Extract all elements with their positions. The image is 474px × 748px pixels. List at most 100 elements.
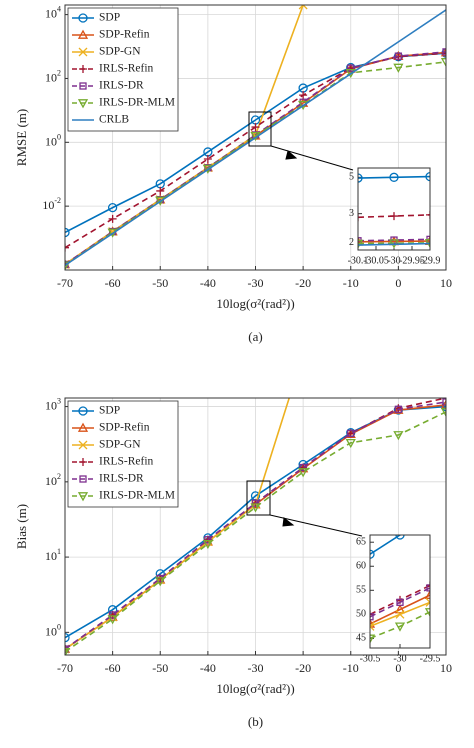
y-tick-label: 102 <box>45 472 61 488</box>
series-line <box>65 61 446 266</box>
x-tick-label: -30.1 <box>348 255 369 266</box>
marker <box>394 604 406 614</box>
marker <box>250 503 261 513</box>
y-axis-label: Bias (m) <box>14 504 29 549</box>
x-tick-label: -50 <box>152 276 168 290</box>
legend-marker <box>79 65 87 73</box>
axes-frame <box>357 167 431 251</box>
legend-label: SDP <box>99 405 120 417</box>
y-tick-label: 103 <box>45 396 61 412</box>
legend-label: SDP-Refin <box>99 422 150 434</box>
marker <box>347 429 355 438</box>
marker <box>441 401 446 412</box>
marker <box>396 598 404 606</box>
y-tick-label: 3 <box>349 208 354 219</box>
marker <box>424 608 430 618</box>
legend-label: SDP <box>99 12 120 24</box>
x-tick-label: -60 <box>105 661 121 675</box>
y-tick-label: 50 <box>356 609 366 620</box>
zoom-indicator <box>246 480 363 537</box>
x-tick-label: -29.95 <box>399 255 425 266</box>
marker <box>425 597 430 607</box>
marker <box>358 239 364 249</box>
axes-frame <box>64 397 447 656</box>
marker <box>345 438 356 449</box>
series-line <box>358 214 430 219</box>
marker <box>370 621 375 631</box>
series-line <box>370 611 430 640</box>
zoom-indicator <box>248 111 354 171</box>
marker <box>298 468 309 478</box>
x-tick-label: -60 <box>105 276 121 290</box>
marker <box>204 536 212 544</box>
y-tick-label: 2 <box>349 237 354 248</box>
marker <box>299 350 307 358</box>
legend-marker <box>79 82 87 90</box>
series-layer <box>370 535 430 644</box>
legend-label: SDP-GN <box>99 439 141 451</box>
x-tick-label: -70 <box>57 276 73 290</box>
x-tick-label: -30.5 <box>360 653 381 664</box>
x-tick-label: -30.05 <box>363 255 389 266</box>
series-line <box>370 594 430 625</box>
marker <box>156 186 165 195</box>
legend-label: IRLS-DR <box>99 80 144 92</box>
legend-marker <box>78 440 88 450</box>
x-tick-label: -70 <box>57 661 73 675</box>
legend-label: IRLS-Refin <box>99 63 154 75</box>
marker <box>203 154 212 163</box>
marker <box>358 173 363 183</box>
axes-frame <box>64 4 447 271</box>
y-tick-label: 100 <box>45 622 61 638</box>
marker <box>107 202 118 213</box>
marker <box>65 227 70 238</box>
x-tick-label: 0 <box>395 661 401 675</box>
series-line <box>358 242 430 246</box>
legend-marker <box>77 492 89 502</box>
series-line <box>65 401 446 650</box>
y-tick-label: 5 <box>349 172 354 183</box>
legend-label: CRLB <box>99 114 129 126</box>
series-line <box>65 9 446 267</box>
x-tick-label: -29.5 <box>420 653 441 664</box>
marker <box>108 214 117 223</box>
legend-marker <box>79 475 87 483</box>
x-tick-label: -30 <box>393 653 406 664</box>
legend-marker <box>77 422 89 432</box>
marker <box>425 171 430 182</box>
marker <box>393 63 404 73</box>
series-line <box>358 175 430 179</box>
legend-label: SDP-Refin <box>99 29 150 41</box>
series-line <box>65 398 291 650</box>
marker <box>390 212 398 221</box>
legend-marker <box>78 47 88 57</box>
legend-marker <box>78 13 88 23</box>
series-line <box>370 587 430 618</box>
x-tick-label: -20 <box>295 276 311 290</box>
series-layer <box>65 350 446 655</box>
legend-label: IRLS-Refin <box>99 456 154 468</box>
y-tick-label: 100 <box>45 132 61 148</box>
marker <box>395 535 405 540</box>
y-tick-label: 45 <box>356 633 366 644</box>
marker <box>298 5 308 10</box>
y-axis-label: RMSE (m) <box>14 109 29 166</box>
legend-label: IRLS-DR-MLM <box>99 97 175 109</box>
marker <box>395 609 405 619</box>
legend-marker <box>77 29 89 39</box>
marker <box>442 398 446 406</box>
marker <box>393 431 404 441</box>
x-tick-label: -20 <box>295 661 311 675</box>
legend-label: IRLS-DR <box>99 473 144 485</box>
marker <box>426 210 430 219</box>
x-tick-label: -40 <box>200 276 216 290</box>
y-tick-label: 65 <box>356 537 366 548</box>
legend-label: SDP-GN <box>99 46 141 58</box>
marker <box>389 172 399 182</box>
y-tick-label: 104 <box>45 4 61 20</box>
marker <box>358 213 362 222</box>
x-tick-label: -40 <box>200 661 216 675</box>
series-line <box>358 240 430 243</box>
series-line <box>358 242 430 245</box>
marker <box>424 235 430 245</box>
